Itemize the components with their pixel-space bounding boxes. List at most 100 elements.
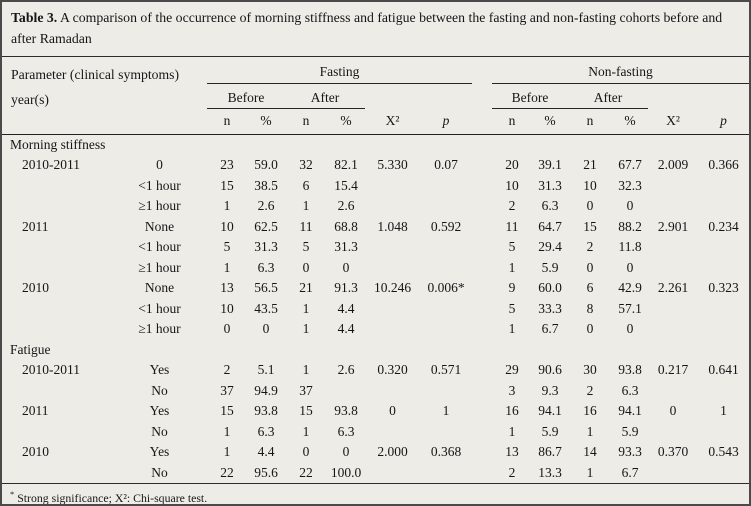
- year-cell: [2, 299, 112, 320]
- value-cell: [698, 381, 749, 402]
- year-cell: [2, 258, 112, 279]
- table-title: Table 3. A comparison of the occurrence …: [2, 2, 749, 58]
- value-cell: 57.1: [618, 300, 642, 316]
- value-cell: [648, 196, 698, 217]
- value-cell: [698, 176, 749, 197]
- category-cell: ≥1 hour: [138, 321, 181, 337]
- value-cell: 68.8: [334, 218, 358, 234]
- value-cell: 0.07: [434, 157, 458, 173]
- value-cell: 94.1: [538, 403, 562, 419]
- section-label: Morning stiffness: [10, 136, 106, 152]
- spacer-cell: [472, 299, 492, 320]
- table-row: <1 hour 5 31.3 5 31.3 5 29.4 2 11.8: [2, 237, 749, 258]
- value-cell: [698, 319, 749, 340]
- value-cell: 13.3: [538, 464, 562, 480]
- header-spacer: [472, 83, 492, 108]
- col-pct: %: [327, 108, 365, 135]
- table-row: 2010-2011 Yes 2 5.1 1 2.6 0.320 0.571 29 90.6 30 93…: [2, 360, 749, 381]
- value-cell: 37: [299, 382, 313, 398]
- value-cell: 31.3: [334, 239, 358, 255]
- value-cell: 16: [505, 403, 519, 419]
- value-cell: 15.4: [334, 177, 358, 193]
- value-cell: 6: [302, 177, 310, 193]
- year-cell: [2, 176, 112, 197]
- year-cell: [2, 196, 112, 217]
- value-cell: 2: [223, 362, 231, 378]
- value-cell: 1: [302, 423, 310, 439]
- parameter-header-line1: Parameter (clinical symptoms): [11, 67, 179, 83]
- parameter-header-line2: year(s): [11, 92, 49, 108]
- year-cell: [2, 463, 112, 484]
- value-cell: 16: [583, 403, 597, 419]
- value-cell: 6: [586, 280, 594, 296]
- value-cell: 14: [583, 444, 597, 460]
- value-cell: [365, 299, 420, 320]
- footnote-marker: *: [10, 489, 15, 500]
- value-cell: 64.7: [538, 218, 562, 234]
- fasting-after-header: After: [285, 83, 365, 109]
- value-cell: 1: [508, 259, 516, 275]
- category-cell: Yes: [149, 362, 170, 378]
- table-row: No 1 6.3 1 6.3 1 5.9 1 5.9: [2, 422, 749, 443]
- spacer-cell: [472, 401, 492, 422]
- value-cell: 2.6: [337, 198, 355, 214]
- value-cell: 3: [508, 382, 516, 398]
- value-cell: 43.5: [254, 300, 278, 316]
- value-cell: 0: [223, 321, 231, 337]
- value-cell: 29.4: [538, 239, 562, 255]
- category-cell: 0: [156, 157, 163, 173]
- value-cell: [365, 176, 420, 197]
- value-cell: 15: [220, 403, 234, 419]
- table-row: 2010 Yes 1 4.4 0 0 2.000 0.368 13 86.7 14 93.3 0.370…: [2, 442, 749, 463]
- value-cell: 1: [302, 362, 310, 378]
- value-cell: 0.234: [708, 218, 739, 234]
- header-blank: [365, 83, 472, 108]
- value-cell: [365, 319, 420, 340]
- value-cell: 67.7: [618, 157, 642, 173]
- value-cell: 2: [508, 464, 516, 480]
- value-cell: 2: [508, 198, 516, 214]
- footnote-text: Strong significance; X²: Chi-square test…: [17, 491, 208, 506]
- value-cell: 1: [586, 464, 594, 480]
- value-cell: 23: [220, 157, 234, 173]
- category-cell: None: [144, 218, 175, 234]
- table-row: No 22 95.6 22 100.0 2 13.3 1 6.7: [2, 463, 749, 484]
- value-cell: 0: [626, 198, 634, 214]
- value-cell: 6.3: [621, 382, 639, 398]
- value-cell: 11: [299, 218, 313, 234]
- col-pct: %: [247, 108, 285, 135]
- category-cell: <1 hour: [138, 177, 181, 193]
- value-cell: 0: [586, 259, 594, 275]
- value-cell: 42.9: [618, 280, 642, 296]
- table-body: Morning stiffness 2010-2011 0 23 59.0 32 82.1 5…: [2, 134, 749, 483]
- value-cell: 1: [223, 444, 231, 460]
- value-cell: 6.7: [621, 464, 639, 480]
- value-cell: [420, 463, 472, 484]
- value-cell: 2: [586, 382, 594, 398]
- value-cell: 29: [505, 362, 519, 378]
- spacer-cell: [472, 155, 492, 176]
- value-cell: 32: [299, 157, 313, 173]
- value-cell: 0.323: [708, 280, 739, 296]
- spacer-cell: [472, 442, 492, 463]
- value-cell: 2.6: [257, 198, 275, 214]
- value-cell: 1: [223, 198, 231, 214]
- value-cell: 0.006*: [427, 280, 465, 296]
- table-row: 2010 None 13 56.5 21 91.3 10.246 0.006* 9 60.0 6 42…: [2, 278, 749, 299]
- value-cell: 4.4: [337, 321, 355, 337]
- value-cell: 88.2: [618, 218, 642, 234]
- value-cell: 2.6: [337, 362, 355, 378]
- col-p-value: p: [698, 108, 749, 135]
- value-cell: 37: [220, 382, 234, 398]
- header-blank: [648, 83, 749, 108]
- value-cell: 94.9: [254, 382, 278, 398]
- value-cell: [698, 258, 749, 279]
- value-cell: 59.0: [254, 157, 278, 173]
- category-cell: No: [151, 423, 168, 439]
- value-cell: 5.9: [621, 423, 639, 439]
- col-pct: %: [612, 108, 649, 135]
- value-cell: 13: [220, 280, 234, 296]
- value-cell: 94.1: [618, 403, 642, 419]
- comparison-table: Parameter (clinical symptoms) year(s) Fa…: [2, 57, 749, 483]
- value-cell: [420, 237, 472, 258]
